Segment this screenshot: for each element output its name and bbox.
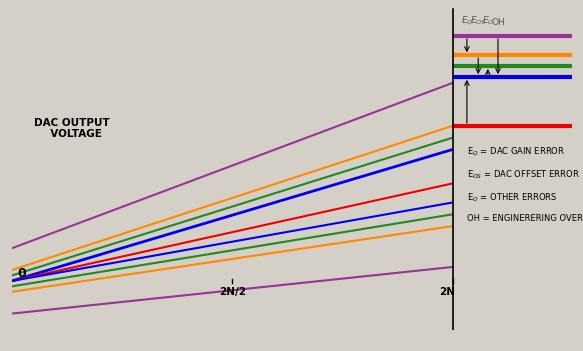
Text: E$_Q$ = DAC GAIN ERROR: E$_Q$ = DAC GAIN ERROR (467, 145, 565, 158)
Text: 2N: 2N (439, 287, 455, 297)
Text: OH = ENGINERERING OVERHEAD: OH = ENGINERERING OVERHEAD (467, 214, 583, 223)
Text: $E_Q$: $E_Q$ (461, 14, 473, 27)
Text: 2N/2: 2N/2 (219, 287, 245, 297)
Text: $E_O$: $E_O$ (482, 14, 494, 27)
Text: DAC OUTPUT
  VOLTAGE: DAC OUTPUT VOLTAGE (34, 118, 110, 139)
Text: E$_O$ = OTHER ERRORS: E$_O$ = OTHER ERRORS (467, 191, 557, 204)
Text: 0: 0 (17, 267, 26, 280)
Text: DAC CODE: DAC CODE (582, 283, 583, 293)
Text: OH: OH (491, 18, 505, 27)
Text: E$_{OS}$ = DAC OFFSET ERROR: E$_{OS}$ = DAC OFFSET ERROR (467, 168, 580, 180)
Text: $E_{OS}$: $E_{OS}$ (470, 14, 486, 27)
